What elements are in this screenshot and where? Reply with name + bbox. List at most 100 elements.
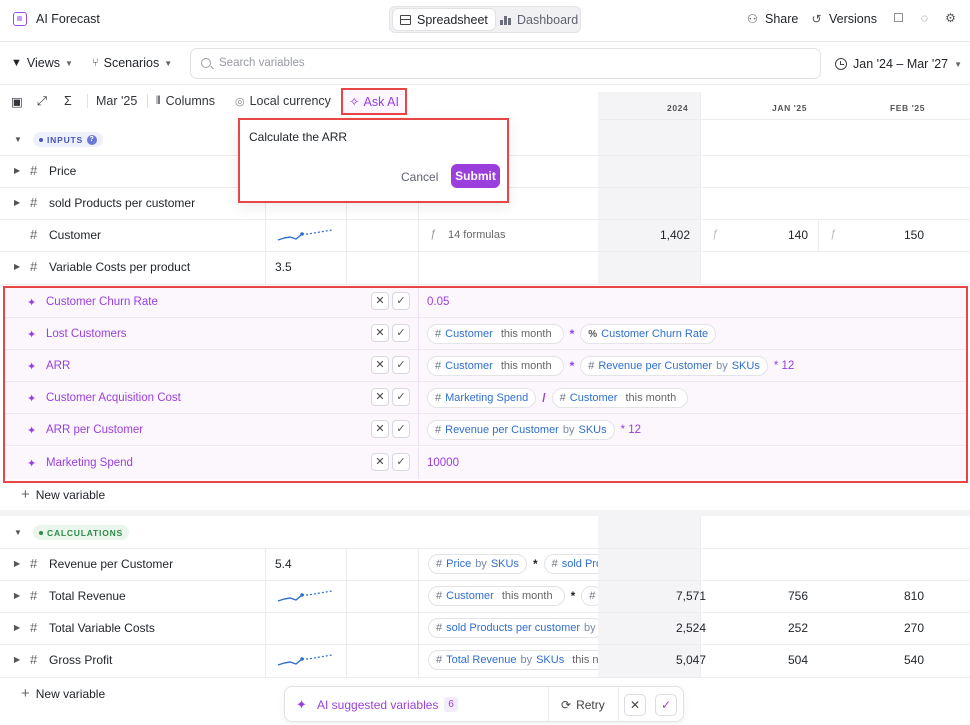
jan-25-header: JAN '25 xyxy=(772,103,808,113)
ai-suggested-label: AI suggested variables xyxy=(317,698,439,712)
reject-button[interactable]: ✕ xyxy=(371,420,389,438)
variable-chip[interactable]: # Marketing Spend xyxy=(427,388,537,408)
variable-chip[interactable]: # Total Revenue by SKUs this n xyxy=(428,650,598,670)
retry-button[interactable]: ⟳ Retry xyxy=(561,698,605,712)
formula-cell[interactable]: # sold Products per customer by xyxy=(428,617,598,639)
ask-ai-button[interactable]: ✧ Ask AI xyxy=(341,88,407,115)
date-range-picker[interactable]: Jan '24 – Mar '27 ▼ xyxy=(835,57,962,71)
number-icon: # xyxy=(435,392,442,404)
variable-row-gross-profit[interactable]: ▶ # Gross Profit # Total Revenue by SKUs… xyxy=(0,644,970,676)
suggestion-count-badge: 6 xyxy=(444,697,458,712)
formula-cell[interactable]: 0.05 xyxy=(427,296,450,308)
formula-cell[interactable]: 10000 xyxy=(427,457,459,469)
variable-chip[interactable]: # sold Products per customer by xyxy=(428,618,598,638)
reject-button[interactable]: ✕ xyxy=(371,292,389,310)
variable-chip[interactable]: % Customer Churn Rate xyxy=(580,324,717,344)
calculations-section-header[interactable]: ▼ CALCULATIONS xyxy=(0,516,970,548)
sparkle-icon: ✦ xyxy=(27,329,37,341)
number-icon: # xyxy=(588,360,595,372)
tab-dashboard[interactable]: Dashboard xyxy=(493,9,585,30)
submit-button[interactable]: Submit xyxy=(451,164,500,188)
variable-row-price[interactable]: ▶ # Price xyxy=(14,163,77,178)
share-button[interactable]: ⚇ Share xyxy=(747,11,799,26)
ai-row-arr-per-customer[interactable]: ✦ ARR per Customer ✕ ✓ # Revenue per Cus… xyxy=(4,414,966,446)
number-icon: # xyxy=(559,392,566,404)
accept-button[interactable]: ✓ xyxy=(392,324,410,342)
month-selector[interactable]: Mar '25 xyxy=(96,94,138,108)
formula-count[interactable]: 14 formulas xyxy=(448,229,506,241)
variable-row-total-revenue[interactable]: ▶ # Total Revenue # Customer this month … xyxy=(0,580,970,612)
accept-all-button[interactable]: ✓ xyxy=(655,694,677,716)
accept-button[interactable]: ✓ xyxy=(392,356,410,374)
columns-button[interactable]: ⫴ Columns xyxy=(156,94,215,108)
variable-chip[interactable]: # Price by SKUs xyxy=(428,554,527,574)
views-dropdown[interactable]: ▼ Views ▼ xyxy=(11,56,73,70)
sparkline xyxy=(277,229,333,241)
variable-row-variable-costs[interactable]: ▶ # Variable Costs per product 3.5 xyxy=(14,259,292,274)
variable-chip[interactable]: # Customer this month xyxy=(427,324,564,344)
variable-chip[interactable]: # sold Pro xyxy=(543,554,598,574)
accept-button[interactable]: ✓ xyxy=(392,420,410,438)
variable-chip[interactable]: # xyxy=(581,586,598,606)
sum-button[interactable]: Σ xyxy=(64,94,72,108)
expand-button[interactable]: ⤢ xyxy=(37,94,47,109)
reject-button[interactable]: ✕ xyxy=(371,453,389,471)
new-variable-button[interactable]: + New variable xyxy=(21,486,106,503)
calendar-icon: ▣ xyxy=(11,95,23,109)
reject-all-button[interactable]: ✕ xyxy=(624,694,646,716)
ask-ai-popup: Calculate the ARR Cancel Submit xyxy=(238,118,509,203)
formula-cell[interactable]: # Revenue per Customer by SKUs * 12 xyxy=(427,419,641,441)
formula-cell[interactable]: # Customer this month * # xyxy=(428,585,598,607)
cancel-button[interactable]: Cancel xyxy=(401,170,439,184)
variable-chip[interactable]: # Customer this month xyxy=(551,388,689,408)
variable-row-revenue-per-customer[interactable]: ▶ # Revenue per Customer 5.4 # Price by … xyxy=(0,548,970,580)
accept-button[interactable]: ✓ xyxy=(392,292,410,310)
inputs-section-header[interactable]: ▼ INPUTS ? xyxy=(0,123,970,155)
formula-cell[interactable]: # Marketing Spend / # Customer this mont… xyxy=(427,387,689,409)
ai-row-customer-acquisition-cost[interactable]: ✦ Customer Acquisition Cost ✕ ✓ # Market… xyxy=(4,382,966,414)
formula-cell[interactable]: # Customer this month * % Customer Churn… xyxy=(427,323,717,345)
variable-row-sold-products[interactable]: ▶ # sold Products per customer xyxy=(14,195,196,210)
versions-button[interactable]: ↺ Versions xyxy=(811,11,877,26)
number-icon: # xyxy=(436,558,443,570)
variable-row-customer[interactable]: # Customer ƒ 14 formulas 1,402 ƒ 140 ƒ 1… xyxy=(30,227,924,242)
settings-button[interactable]: ⚙ xyxy=(944,12,957,25)
variable-row-total-variable-costs[interactable]: ▶ # Total Variable Costs # sold Products… xyxy=(0,612,970,644)
formula-cell[interactable]: # Customer this month * # Revenue per Cu… xyxy=(427,355,794,377)
reject-button[interactable]: ✕ xyxy=(371,356,389,374)
formula-cell[interactable]: # Price by SKUs * # sold Pro xyxy=(428,553,598,575)
ai-prompt-input[interactable]: Calculate the ARR xyxy=(249,130,348,144)
chevron-down-icon: ▼ xyxy=(14,135,22,144)
ai-row-marketing-spend[interactable]: ✦ Marketing Spend ✕ ✓ 10000 xyxy=(4,447,966,479)
scenarios-dropdown[interactable]: ⑂ Scenarios ▼ xyxy=(92,56,173,70)
tab-spreadsheet[interactable]: Spreadsheet xyxy=(393,9,495,30)
calendar-button[interactable]: ▣ xyxy=(11,94,23,109)
number-icon: # xyxy=(30,227,38,242)
accept-button[interactable]: ✓ xyxy=(392,388,410,406)
accept-button[interactable]: ✓ xyxy=(392,453,410,471)
reject-button[interactable]: ✕ xyxy=(371,388,389,406)
sparkle-icon: ✦ xyxy=(27,425,37,437)
currency-button[interactable]: ◎ Local currency xyxy=(235,94,331,108)
ai-row-lost-customers[interactable]: ✦ Lost Customers ✕ ✓ # Customer this mon… xyxy=(4,318,966,350)
columns-icon: ⫴ xyxy=(156,94,161,107)
bar-chart-icon xyxy=(500,15,511,25)
chevron-right-icon: ▶ xyxy=(14,591,21,600)
app-title: AI Forecast xyxy=(36,12,100,26)
variable-chip[interactable]: # Revenue per Customer by SKUs xyxy=(580,356,768,376)
number-icon: # xyxy=(30,556,38,571)
comments-button[interactable]: ◌ xyxy=(918,12,931,25)
new-variable-button[interactable]: + New variable xyxy=(21,685,106,702)
ai-row-customer-churn-rate[interactable]: ✦ Customer Churn Rate ✕ ✓ 0.05 xyxy=(4,286,966,318)
number-icon: # xyxy=(435,328,442,340)
chevron-right-icon: ▶ xyxy=(14,559,21,568)
clock-icon xyxy=(835,58,847,70)
ai-row-arr[interactable]: ✦ ARR ✕ ✓ # Customer this month * # Reve… xyxy=(4,350,966,382)
reject-button[interactable]: ✕ xyxy=(371,324,389,342)
variable-chip[interactable]: # Revenue per Customer by SKUs xyxy=(427,420,615,440)
feedback-button[interactable]: ☐ xyxy=(892,12,905,25)
formula-cell[interactable]: # Total Revenue by SKUs this n xyxy=(428,649,598,671)
variable-chip[interactable]: # Customer this month xyxy=(427,356,564,376)
variable-chip[interactable]: # Customer this month xyxy=(428,586,565,606)
search-input[interactable]: Search variables xyxy=(190,48,821,79)
